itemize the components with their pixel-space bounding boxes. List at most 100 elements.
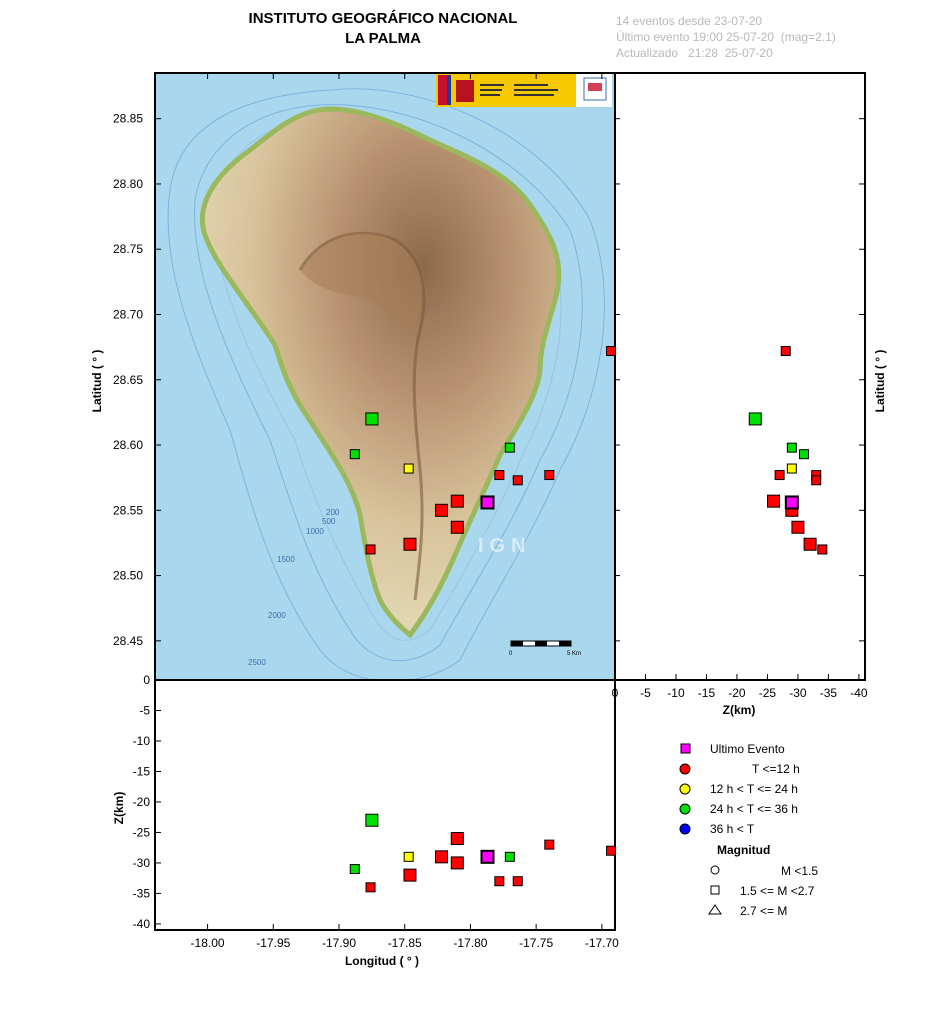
z-ticks-vertical: 0 -5 -10 -15 -20 -25 -30 -35 -40 <box>133 673 161 931</box>
legend-symbol-4 <box>679 823 691 835</box>
depth-lat-panel <box>614 72 866 681</box>
lat-tick-label: 28.70 <box>113 307 143 321</box>
events-map <box>349 346 615 555</box>
event-marker-depth-lat <box>817 544 828 555</box>
lon-ticks: -18.00 -17.95 -17.90 -17.85 -17.80 -17.75 -17.… <box>191 73 619 950</box>
event-marker-lon-depth <box>435 850 449 864</box>
event-marker-map <box>450 520 464 534</box>
lat-tick-label: 28.85 <box>113 112 143 126</box>
lat-tick-label: 28.45 <box>113 634 143 648</box>
legend-symbol-2 <box>679 783 691 795</box>
bathy-label-200: 200 <box>326 508 340 517</box>
events-lon-depth <box>349 813 615 893</box>
event-marker-lon-depth <box>365 813 379 827</box>
lat-axis-label-left: Latitud ( ° ) <box>90 350 104 413</box>
scale-bar: 0 5 Km <box>509 640 581 657</box>
lon-depth-panel <box>154 679 616 931</box>
event-marker-map <box>450 494 464 508</box>
event-marker-map <box>365 544 376 555</box>
legend-symbol-last-event <box>680 743 691 754</box>
z-tick-label: -40 <box>133 917 151 931</box>
legend-magnitude-label-1: 1.5 <= M <2.7 <box>740 884 815 898</box>
event-marker-map <box>349 449 360 460</box>
ign-logo <box>436 73 612 107</box>
event-marker-lon-depth <box>403 851 414 862</box>
event-marker-depth-lat <box>780 346 791 357</box>
bathymetry-contour-outer <box>167 88 605 680</box>
lat-axis-label-right: Latitud ( ° ) <box>873 350 887 413</box>
event-marker-depth-lat <box>811 475 822 486</box>
z-tick-label: -40 <box>850 686 868 700</box>
bathy-label-1000: 1000 <box>306 527 324 536</box>
event-marker-depth-lat <box>791 520 805 534</box>
event-marker-lon-depth <box>544 839 555 850</box>
event-marker-map <box>403 537 417 551</box>
legend-magnitude-label-2: 2.7 <= M <box>740 904 787 918</box>
z-tick-label: -20 <box>133 795 151 809</box>
events-depth-lat <box>748 346 828 555</box>
legend-magnitude-label-0: M <1.5 <box>781 864 818 878</box>
event-marker-lon-depth <box>450 856 464 870</box>
lon-tick-label: -17.90 <box>322 936 356 950</box>
title-line1: INSTITUTO GEOGRÁFICO NACIONAL <box>248 10 518 27</box>
event-marker-depth-lat <box>767 494 781 508</box>
z-axis-label-right: Z(km) <box>723 703 756 717</box>
z-axis-label-bottom: Z(km) <box>112 792 126 825</box>
legend-label-2: 12 h < T <= 24 h <box>710 782 798 796</box>
bathy-label-1500: 1500 <box>277 555 295 564</box>
bathymetry-contour-mid <box>194 104 583 661</box>
event-marker-map <box>512 475 523 486</box>
caldera-rim <box>300 232 423 335</box>
bathy-label-2000: 2000 <box>268 611 286 620</box>
legend: Ultimo Evento T <=12 h 12 h < T <= 24 h 24 … <box>679 742 818 918</box>
info-event-count: 14 eventos desde 23-07-20 <box>616 14 763 28</box>
z-tick-label: -35 <box>820 686 838 700</box>
event-marker-map <box>403 463 414 474</box>
lat-tick-label: 28.50 <box>113 569 143 583</box>
event-marker-lon-depth <box>504 851 515 862</box>
z-tick-label: -25 <box>759 686 777 700</box>
z-tick-label: -30 <box>133 856 151 870</box>
legend-label-0: Ultimo Evento <box>710 742 785 756</box>
event-marker-lon-depth <box>450 832 464 846</box>
legend-magnitude-circle-icon <box>710 865 720 875</box>
bathy-label-2500: 2500 <box>248 658 266 667</box>
event-marker-map <box>435 503 449 517</box>
island-landmass <box>199 106 562 639</box>
event-marker-lon-depth <box>494 876 505 887</box>
event-marker-lon-depth <box>606 845 615 856</box>
z-tick-label: -15 <box>698 686 716 700</box>
z-ticks-horizontal: 0 -5 -10 -15 -20 -25 -30 -35 -40 <box>612 674 868 700</box>
legend-label-1: T <=12 h <box>752 762 800 776</box>
z-tick-label: -10 <box>667 686 685 700</box>
z-tick-label: 0 <box>143 673 150 687</box>
event-marker-depth-lat <box>799 449 810 460</box>
legend-magnitude-triangle-icon <box>708 904 722 915</box>
event-marker-map <box>544 470 555 481</box>
bathy-label-500: 500 <box>322 517 336 526</box>
event-marker-map <box>504 442 515 453</box>
lon-tick-label: -17.80 <box>453 936 487 950</box>
event-marker-map <box>365 412 379 426</box>
z-tick-label: -30 <box>789 686 807 700</box>
event-marker-lon-depth <box>403 868 417 882</box>
z-tick-label: -5 <box>139 703 150 717</box>
z-tick-label: -35 <box>133 886 151 900</box>
legend-symbol-3 <box>679 803 691 815</box>
lon-tick-label: -17.95 <box>256 936 290 950</box>
legend-symbol-1 <box>679 763 691 775</box>
lon-tick-label: -17.75 <box>519 936 553 950</box>
event-marker-map <box>606 346 615 357</box>
legend-label-3: 24 h < T <= 36 h <box>710 802 798 816</box>
event-marker-map <box>494 470 505 481</box>
scale-label-5km: 5 Km <box>567 651 581 657</box>
lon-axis-label: Longitud ( ° ) <box>345 954 419 968</box>
scale-label-zero: 0 <box>509 651 513 657</box>
event-marker-lon-depth <box>480 849 495 864</box>
lon-tick-label: -17.85 <box>388 936 422 950</box>
legend-magnitude-title: Magnitud <box>717 843 770 857</box>
lat-ticks-left: 28.85 28.80 28.75 28.70 28.65 28.60 28.55 28.50… <box>113 112 161 648</box>
map-panel: IGN 200 500 1000 1500 2000 2500 0 5 Km <box>155 73 615 680</box>
title-line2: LA PALMA <box>345 30 421 47</box>
